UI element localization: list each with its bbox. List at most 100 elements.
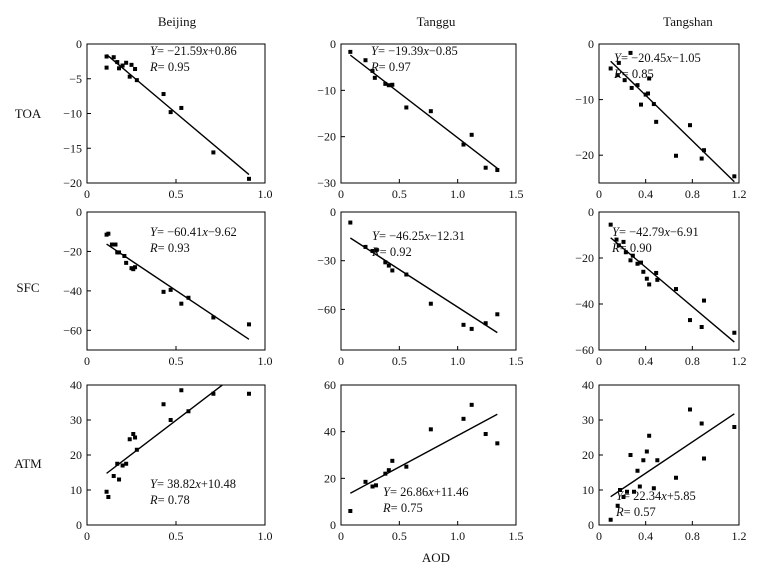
data-point <box>688 407 692 412</box>
column-title-tangshan: Tangshan <box>663 14 713 29</box>
panel-toa-tangshan-frame <box>598 43 740 184</box>
y-tick-label: −30 <box>317 176 336 190</box>
y-tick-label: 30 <box>582 413 594 427</box>
regression-equation: Y= 38.82x+10.48 <box>150 477 236 491</box>
x-tick-label: 0 <box>596 529 602 543</box>
data-point <box>115 461 120 466</box>
data-point <box>111 474 116 478</box>
data-point <box>404 105 409 110</box>
data-point <box>639 260 643 265</box>
regression-equation: Y= 26.86x+11.46 <box>383 485 469 499</box>
panel-atm-tangshan-frame <box>598 384 740 526</box>
y-tick-label: 0 <box>330 205 336 219</box>
data-point <box>390 82 395 87</box>
data-point <box>129 62 134 67</box>
data-point <box>623 250 628 255</box>
data-point <box>168 287 173 292</box>
regression-equation: Y= −21.59x+0.86 <box>150 44 237 58</box>
data-point <box>630 253 635 258</box>
data-point <box>732 174 737 179</box>
data-point <box>390 458 395 463</box>
data-point <box>168 110 173 115</box>
equation-x: x <box>201 225 208 239</box>
y-tick-label: 0 <box>330 37 336 51</box>
regression-line <box>349 54 498 169</box>
data-point <box>688 123 692 128</box>
data-point <box>122 253 127 258</box>
data-point <box>641 458 646 463</box>
panel-toa-tanggu-frame <box>340 43 517 184</box>
correlation-r: R= 0.93 <box>149 241 190 255</box>
data-point <box>621 239 626 244</box>
equation-x: x <box>663 225 670 239</box>
x-tick-label: 0.5 <box>169 187 184 201</box>
data-point <box>469 402 474 407</box>
data-point <box>641 269 646 274</box>
equation-y: Y <box>372 229 381 243</box>
data-point <box>483 321 488 326</box>
regression-line <box>106 53 250 176</box>
data-point <box>120 463 125 468</box>
data-point <box>106 231 111 236</box>
equation-x: x <box>422 44 429 58</box>
data-point <box>732 425 737 429</box>
data-point <box>622 78 627 83</box>
data-point <box>674 153 678 158</box>
data-point <box>370 248 375 253</box>
data-point <box>115 60 120 65</box>
data-point <box>179 301 184 306</box>
r-label: R <box>149 60 158 74</box>
data-point <box>117 477 122 482</box>
correlation-r: R= 0.90 <box>611 241 652 255</box>
x-tick-label: 1.0 <box>258 354 273 368</box>
data-point <box>655 277 660 282</box>
equation-slope: = −46.25 <box>379 229 424 243</box>
equation-intercept: +11.46 <box>434 485 469 499</box>
data-point <box>495 441 500 446</box>
data-point <box>133 265 138 270</box>
x-tick-label: 1.2 <box>732 529 747 543</box>
y-tick-label: −30 <box>317 254 336 268</box>
data-point <box>655 458 660 463</box>
x-tick-label: 0 <box>84 187 90 201</box>
y-tick-label: −40 <box>575 297 594 311</box>
data-point <box>639 102 643 107</box>
y-tick-label: −15 <box>63 141 82 155</box>
x-tick-label: 1.5 <box>509 354 524 368</box>
data-point <box>646 91 650 96</box>
data-point <box>386 263 391 268</box>
correlation-r: R= 0.92 <box>371 245 412 259</box>
data-point <box>117 250 122 255</box>
data-point <box>483 165 488 170</box>
correlation-r: R= 0.97 <box>370 60 411 74</box>
correlation-r: R= 0.57 <box>615 505 656 519</box>
equation-intercept: −0.85 <box>429 44 458 58</box>
equation-y: Y <box>616 489 625 503</box>
data-point <box>647 282 652 287</box>
data-point <box>363 58 368 63</box>
r-label: R <box>149 493 158 507</box>
x-tick-label: 0.8 <box>685 354 700 368</box>
x-tick-label: 0.5 <box>392 187 407 201</box>
panel-toa-tangshan: 0 0.4 0.8 1.2 0 −10 −20 Y= −20.45x−1.05 R= 0.85 <box>575 37 746 201</box>
data-point <box>127 437 132 442</box>
equation-y: Y <box>614 51 623 65</box>
y-tick-label: −20 <box>63 244 82 258</box>
panel-atm-tanggu: 0 0.5 1.0 1.5 0 20 40 60 Y= 26.86x+11.46 R= 0.75 <box>324 378 524 543</box>
regression-equation: Y= −42.79x−6.91 <box>612 225 699 239</box>
regression-line <box>349 237 498 334</box>
data-point <box>644 276 649 281</box>
data-point <box>428 301 433 306</box>
data-point <box>616 243 621 248</box>
data-point <box>469 132 474 137</box>
equation-slope: = 22.34 <box>623 489 662 503</box>
regression-equation: Y= −46.25x−12.31 <box>372 229 465 243</box>
correlation-r: R= 0.78 <box>149 493 190 507</box>
regression-line <box>106 384 223 474</box>
y-tick-label: 0 <box>76 518 82 532</box>
y-tick-label: 10 <box>70 483 82 497</box>
panel-atm-tangshan: 0 0.4 0.8 1.2 0 10 20 30 40 Y= 22.34x+5.85 R= 0.57 <box>582 378 747 543</box>
data-point <box>383 471 388 476</box>
r-label: R <box>615 505 624 519</box>
equation-slope: = 26.86 <box>390 485 428 499</box>
